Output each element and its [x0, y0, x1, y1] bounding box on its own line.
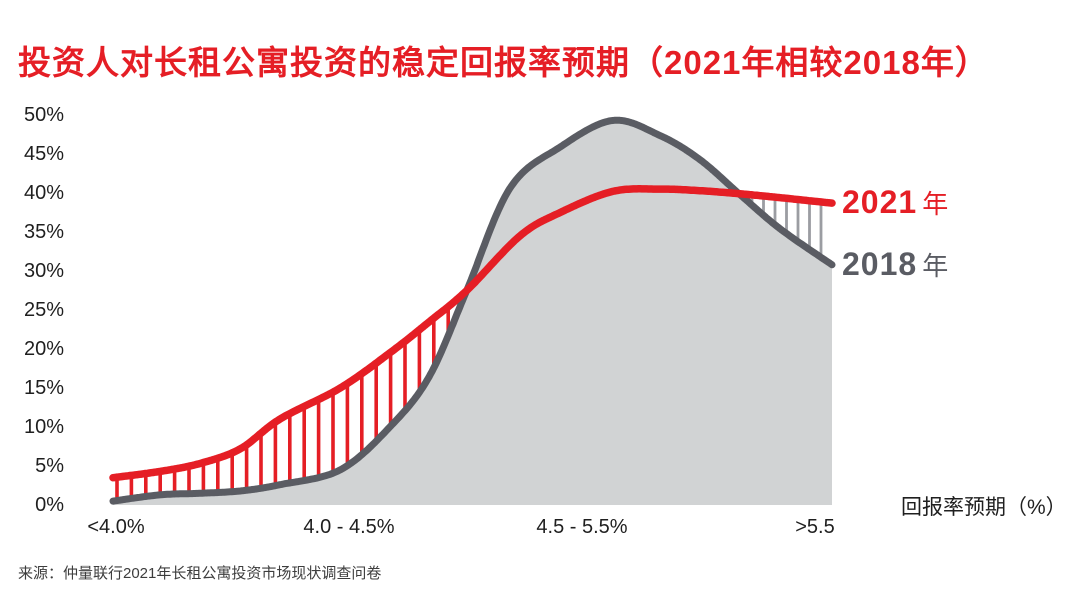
page-title: 投资人对长租公寓投资的稳定回报率预期（2021年相较2018年） — [18, 44, 989, 82]
legend-2018-suffix: 年 — [922, 251, 949, 281]
y-axis-tick-label: 15% — [23, 377, 64, 399]
legend-2021-suffix: 年 — [922, 189, 949, 219]
y-axis-tick-label: 50% — [23, 104, 64, 126]
x-axis-tick-label: 4.5 - 5.5% — [536, 516, 628, 538]
y-axis-tick-label: 5% — [35, 455, 64, 477]
legend-item-2018: 2018 年 — [842, 246, 948, 283]
y-axis-tick-label: 45% — [23, 143, 64, 165]
x-axis-tick-label: 4.0 - 4.5% — [303, 516, 395, 538]
y-axis-tick-label: 35% — [23, 221, 64, 243]
y-axis-tick-label: 30% — [23, 260, 64, 282]
x-axis-tick-label: <4.0% — [87, 516, 145, 538]
y-axis-tick-label: 40% — [23, 182, 64, 204]
legend-2018-year: 2018 — [842, 246, 918, 282]
y-axis-tick-label: 20% — [23, 338, 64, 360]
x-axis-title: 回报率预期（%） — [901, 496, 1067, 519]
source-note: 来源：仲量联行2021年长租公寓投资市场现状调查问卷 — [18, 565, 382, 582]
area-fill-2018 — [113, 120, 832, 505]
y-axis-tick-label: 10% — [23, 416, 64, 438]
curve-2021 — [109, 185, 836, 482]
y-axis-tick-label: 0% — [35, 494, 64, 516]
legend-item-2021: 2021 年 — [842, 184, 948, 221]
y-axis-tick-label: 25% — [23, 299, 64, 321]
legend-2021-year: 2021 — [842, 184, 918, 220]
x-axis-tick-label: >5.5 — [795, 516, 835, 538]
